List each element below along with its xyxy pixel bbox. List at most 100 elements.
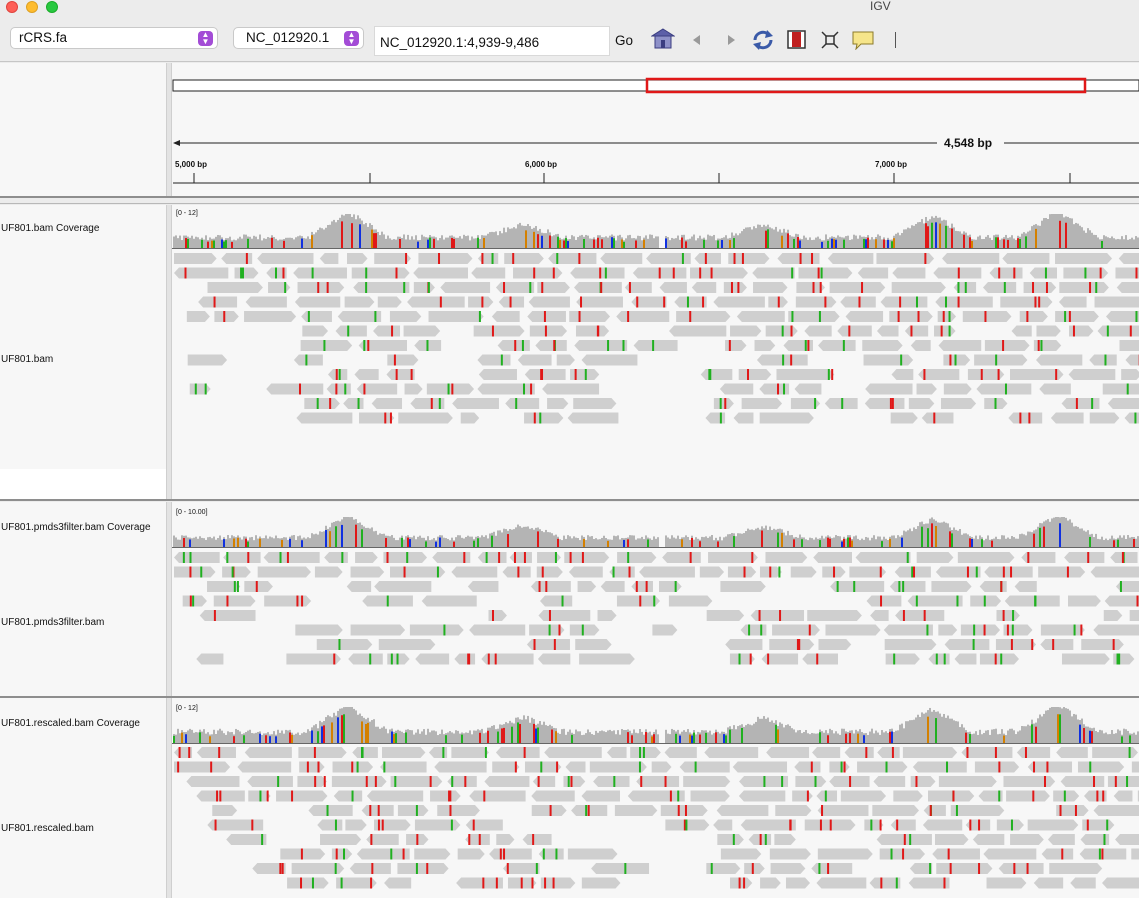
- coverage-mismatch-bar: [343, 714, 345, 743]
- read-mismatch: [764, 834, 767, 845]
- panel-divider[interactable]: [166, 205, 172, 499]
- coverage-bar: [1063, 517, 1065, 547]
- read-alignment: [740, 624, 767, 636]
- read-alignment: [286, 653, 341, 665]
- panel-separator[interactable]: [0, 499, 1139, 501]
- forward-arrow-icon[interactable]: [725, 34, 737, 46]
- coverage-mismatch-bar: [843, 538, 845, 547]
- coverage-bar: [333, 219, 335, 248]
- coverage-bar: [839, 734, 841, 743]
- coverage-bar: [505, 529, 507, 547]
- read-alignment: [1008, 412, 1043, 424]
- read-alignment: [1053, 790, 1080, 802]
- coverage-bar: [789, 725, 791, 743]
- home-icon[interactable]: [651, 28, 675, 50]
- coverage-bar: [1005, 538, 1007, 547]
- read-alignment: [540, 877, 576, 889]
- coverage-bar: [1017, 731, 1019, 743]
- coverage-bar: [205, 733, 207, 743]
- chromosome-ideogram[interactable]: [172, 79, 1139, 92]
- popup-info-icon[interactable]: [851, 30, 875, 50]
- read-alignment: [548, 253, 597, 264]
- locus-input[interactable]: NC_012920.1:4,939-9,486: [374, 26, 610, 56]
- coverage-bar: [565, 538, 567, 547]
- coverage-bar: [639, 728, 641, 743]
- coverage-track-label[interactable]: UF801.bam Coverage: [1, 223, 100, 234]
- coverage-bar: [947, 715, 949, 743]
- read-mismatch: [751, 863, 754, 874]
- back-arrow-icon[interactable]: [691, 34, 703, 46]
- coverage-bar: [471, 236, 473, 248]
- ruler-data-column[interactable]: 4,548 bp 5,000 bp 6,000 bp 7,000 bp: [172, 63, 1139, 197]
- track-data-column[interactable]: [0 - 10.00]: [172, 502, 1139, 696]
- panel-separator[interactable]: [0, 196, 1139, 198]
- read-alignment: [873, 776, 906, 787]
- coverage-bar: [711, 236, 713, 248]
- read-alignment: [1089, 412, 1120, 424]
- read-alignment: [174, 747, 193, 758]
- read-alignment: [1093, 805, 1139, 816]
- coverage-bar: [257, 538, 259, 547]
- read-alignment: [938, 776, 997, 787]
- track-data-column[interactable]: [0 - 12]: [172, 698, 1139, 898]
- refresh-icon[interactable]: [751, 28, 775, 52]
- read-alignment: [931, 581, 972, 592]
- coverage-bar: [1117, 238, 1119, 248]
- read-mismatch: [351, 790, 354, 802]
- coverage-bar: [1093, 727, 1095, 743]
- read-mismatch: [599, 267, 602, 279]
- alignment-track-label[interactable]: UF801.rescaled.bam: [1, 823, 94, 834]
- read-mismatch: [363, 383, 366, 395]
- coverage-bar: [555, 534, 557, 547]
- read-mismatch: [307, 311, 310, 322]
- coverage-mismatch-bar: [453, 238, 455, 248]
- read-mismatch: [313, 747, 316, 758]
- close-window-button[interactable]: [6, 1, 18, 13]
- coverage-mismatch-bar: [221, 239, 223, 248]
- resize-to-window-icon[interactable]: [821, 31, 839, 49]
- coverage-bar: [693, 234, 695, 248]
- alignment-track-label[interactable]: UF801.pmds3filter.bam: [1, 617, 105, 628]
- zoom-window-button[interactable]: [46, 1, 58, 13]
- alignment-track-label[interactable]: UF801.bam: [1, 354, 54, 365]
- genome-select[interactable]: rCRS.fa ▲ ▼: [10, 27, 218, 49]
- coverage-bar: [479, 239, 481, 248]
- coverage-mismatch-bar: [301, 238, 303, 248]
- coverage-bar: [199, 536, 201, 547]
- go-button[interactable]: Go: [615, 33, 634, 48]
- coverage-bar: [319, 531, 321, 547]
- coverage-track-label[interactable]: UF801.pmds3filter.bam Coverage: [1, 522, 151, 533]
- coverage-bar: [789, 535, 791, 547]
- coverage-bar: [431, 730, 433, 743]
- coverage-bar: [627, 235, 629, 248]
- panel-divider[interactable]: [166, 502, 172, 696]
- read-mismatch: [910, 325, 913, 337]
- coverage-bar: [553, 535, 555, 547]
- coverage-mismatch-bar: [691, 537, 693, 547]
- read-mismatch: [645, 581, 648, 592]
- coverage-bar: [309, 538, 311, 547]
- coverage-mismatch-bar: [551, 729, 553, 743]
- read-mismatch: [949, 863, 952, 874]
- panel-divider[interactable]: [166, 63, 172, 197]
- coverage-track-label[interactable]: UF801.rescaled.bam Coverage: [1, 718, 140, 729]
- region-of-interest-icon[interactable]: [787, 30, 807, 50]
- coverage-bar: [235, 537, 237, 547]
- minimize-window-button[interactable]: [26, 1, 38, 13]
- coverage-mismatch-bar: [607, 540, 609, 547]
- coverage-bar: [739, 533, 741, 547]
- read-alignment: [1036, 325, 1061, 337]
- coverage-bar: [241, 734, 243, 743]
- read-mismatch: [363, 340, 366, 351]
- coverage-mismatch-bar: [621, 239, 623, 248]
- read-alignment: [570, 369, 600, 380]
- chromosome-select[interactable]: NC_012920.1 ▲ ▼: [233, 27, 364, 49]
- track-data-column[interactable]: [0 - 12]: [172, 205, 1139, 499]
- coverage-mismatch-bar: [717, 240, 719, 248]
- read-mismatch: [189, 595, 192, 607]
- panel-separator[interactable]: [0, 696, 1139, 698]
- panel-divider[interactable]: [166, 698, 172, 898]
- read-mismatch: [964, 282, 967, 293]
- coverage-mismatch-bar: [453, 541, 455, 547]
- read-mismatch: [323, 776, 326, 787]
